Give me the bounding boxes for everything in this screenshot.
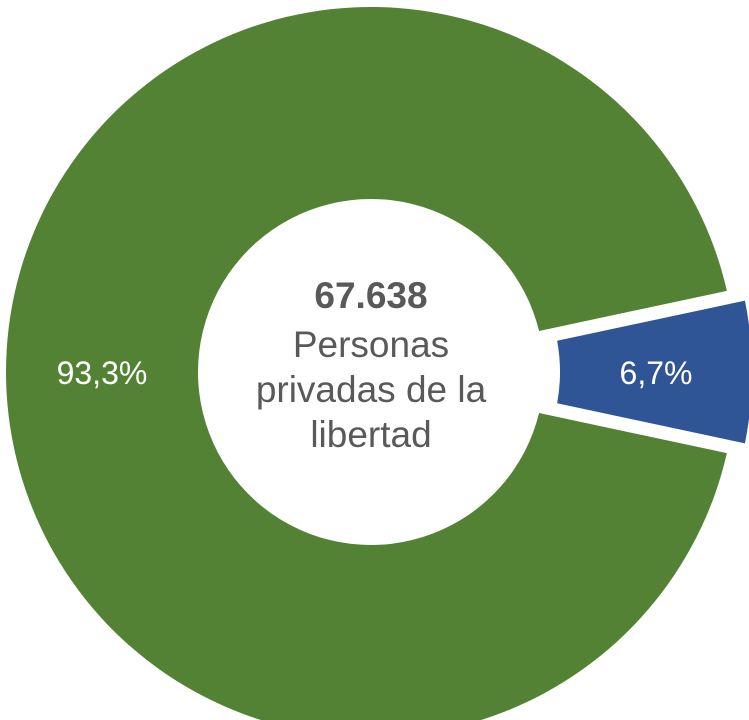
center-label-line: Personas bbox=[293, 324, 449, 365]
center-total-value: 67.638 bbox=[314, 275, 427, 316]
slice-data-label: 93,3% bbox=[57, 355, 148, 391]
center-label-line: privadas de la bbox=[256, 369, 487, 410]
slice-labels-layer: 93,3% 6,7% bbox=[57, 355, 693, 391]
slice-data-label: 6,7% bbox=[620, 355, 693, 391]
donut-slice bbox=[5, 7, 727, 720]
center-label: 67.638 Personas privadas de la libertad bbox=[256, 275, 487, 455]
slices-layer bbox=[5, 7, 749, 720]
center-label-line: libertad bbox=[310, 414, 431, 455]
donut-slice bbox=[557, 300, 749, 444]
